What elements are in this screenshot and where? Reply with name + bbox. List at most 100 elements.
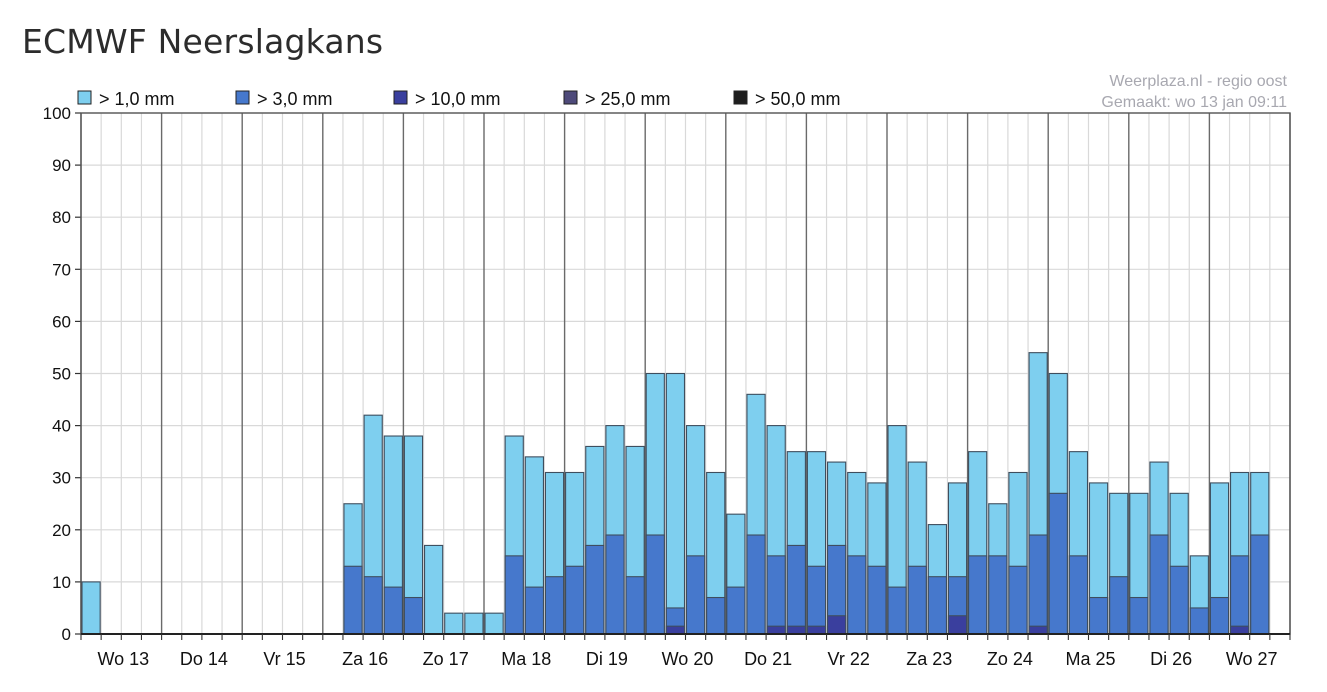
bar-segment-gt3mm <box>927 576 947 635</box>
y-tick-label: 20 <box>52 521 71 540</box>
bar-segment-gt3mm <box>383 586 403 635</box>
y-tick-label: 100 <box>43 104 71 123</box>
y-tick-label: 80 <box>52 208 71 227</box>
bar-segment-gt10mm <box>806 625 827 635</box>
bar-segment-gt3mm <box>706 596 726 635</box>
bar-segment-gt10mm <box>786 625 806 635</box>
bar-segment-gt10mm <box>826 615 847 635</box>
bar-segment-gt3mm <box>847 555 867 635</box>
bar-segment-gt3mm <box>766 555 786 635</box>
legend-label: > 1,0 mm <box>99 89 175 109</box>
x-tick-label: Ma 18 <box>501 649 551 669</box>
legend-item: > 25,0 mm <box>563 89 671 109</box>
y-tick-label: 40 <box>52 417 71 436</box>
legend-label: > 3,0 mm <box>257 89 333 109</box>
x-tick-label: Za 16 <box>342 649 388 669</box>
bar-segment-gt3mm <box>786 544 806 635</box>
legend-item: > 1,0 mm <box>77 89 175 109</box>
bar-segment-gt10mm <box>766 625 786 635</box>
bar-segment-gt10mm <box>947 615 968 635</box>
bar-segment-gt3mm <box>1129 596 1149 635</box>
axes: 0 10 20 30 40 50 60 70 80 90 100 Wo 13 Do 14 Vr 15 Za … <box>43 104 1291 669</box>
bar-segment-gt3mm <box>1028 534 1048 635</box>
y-tick-label: 90 <box>52 156 71 175</box>
bars <box>81 352 1270 635</box>
bar-segment-gt3mm <box>1068 555 1089 635</box>
bar-segment-gt3mm <box>1189 607 1209 635</box>
bar-segment-gt3mm <box>907 565 927 635</box>
grid <box>80 112 1291 635</box>
bar-segment-gt3mm <box>887 586 907 635</box>
bar-segment-gt3mm <box>504 555 524 635</box>
x-tick-label: Di 26 <box>1150 649 1192 669</box>
page-title: ECMWF Neerslagkans <box>22 22 384 61</box>
bar-segment-gt3mm <box>585 544 605 635</box>
bar-segment-gt3mm <box>1048 492 1068 635</box>
x-tick-label: Zo 17 <box>423 649 469 669</box>
bar-segment-gt3mm <box>1209 596 1230 635</box>
bar-segment-gt3mm <box>625 576 645 635</box>
bar-segment-gt3mm <box>544 576 565 635</box>
bar-segment-gt3mm <box>1008 565 1028 635</box>
x-tick-label: Do 21 <box>744 649 792 669</box>
bar-segment-gt3mm <box>988 555 1008 635</box>
legend-swatch <box>563 90 578 105</box>
legend-swatch <box>733 90 748 105</box>
bar-segment-gt3mm <box>524 586 544 635</box>
bar-segment-gt1mm <box>81 581 101 635</box>
bar-segment-gt3mm <box>726 586 746 635</box>
bar-segment-gt1mm <box>444 612 464 635</box>
bar-segment-gt3mm <box>565 565 585 635</box>
bar-segment-gt3mm <box>1169 565 1189 635</box>
x-tick-label: Zo 24 <box>987 649 1033 669</box>
x-tick-label: Za 23 <box>906 649 952 669</box>
legend-swatch <box>235 90 250 105</box>
x-tick-label: Do 14 <box>180 649 228 669</box>
x-tick-label: Vr 22 <box>828 649 870 669</box>
legend-swatch <box>77 90 92 105</box>
bar-segment-gt3mm <box>1149 534 1169 635</box>
y-tick-label: 10 <box>52 573 71 592</box>
legend-item: > 10,0 mm <box>393 89 501 109</box>
bar-segment-gt3mm <box>403 596 424 635</box>
y-tick-label: 70 <box>52 260 71 279</box>
bar-segment-gt3mm <box>685 555 706 635</box>
bar-segment-gt3mm <box>1230 555 1250 635</box>
legend-swatch <box>393 90 408 105</box>
bar-segment-gt1mm <box>484 612 504 635</box>
bar-segment-gt3mm <box>645 534 665 635</box>
bar-segment-gt3mm <box>1109 576 1129 635</box>
legend-label: > 25,0 mm <box>585 89 671 109</box>
x-tick-label: Wo 20 <box>662 649 714 669</box>
bar-segment-gt1mm <box>665 372 686 635</box>
bar-segment-gt10mm <box>1230 625 1250 635</box>
y-tick-label: 30 <box>52 469 71 488</box>
bar-segment-gt3mm <box>968 555 988 635</box>
legend-item: > 50,0 mm <box>733 89 841 109</box>
legend: > 1,0 mm > 3,0 mm > 10,0 mm > 25,0 mm > 50,0… <box>77 89 841 109</box>
bar-segment-gt3mm <box>363 576 383 635</box>
bar-segment-gt3mm <box>867 565 887 635</box>
bar-segment-gt3mm <box>806 565 827 635</box>
x-tick-label: Ma 25 <box>1065 649 1115 669</box>
legend-label: > 10,0 mm <box>415 89 501 109</box>
legend-item: > 3,0 mm <box>235 89 333 109</box>
y-tick-label: 0 <box>62 625 71 644</box>
y-tick-label: 60 <box>52 312 71 331</box>
x-tick-label: Wo 27 <box>1226 649 1278 669</box>
bar-segment-gt3mm <box>1088 596 1109 635</box>
source-label: Weerplaza.nl - regio oost <box>1109 73 1287 90</box>
bar-segment-gt10mm <box>1028 625 1048 635</box>
bar-segment-gt3mm <box>746 534 766 635</box>
bar-segment-gt3mm <box>1250 534 1270 635</box>
legend-label: > 50,0 mm <box>755 89 841 109</box>
bar-segment-gt1mm <box>423 544 444 635</box>
bar-segment-gt3mm <box>605 534 625 635</box>
y-tick-label: 50 <box>52 365 71 384</box>
x-tick-label: Wo 13 <box>97 649 149 669</box>
bar-segment-gt1mm <box>464 612 484 635</box>
bar-segment-gt3mm <box>343 565 363 635</box>
x-tick-label: Vr 15 <box>263 649 305 669</box>
created-timestamp: Gemaakt: wo 13 jan 09:11 <box>1101 94 1287 111</box>
